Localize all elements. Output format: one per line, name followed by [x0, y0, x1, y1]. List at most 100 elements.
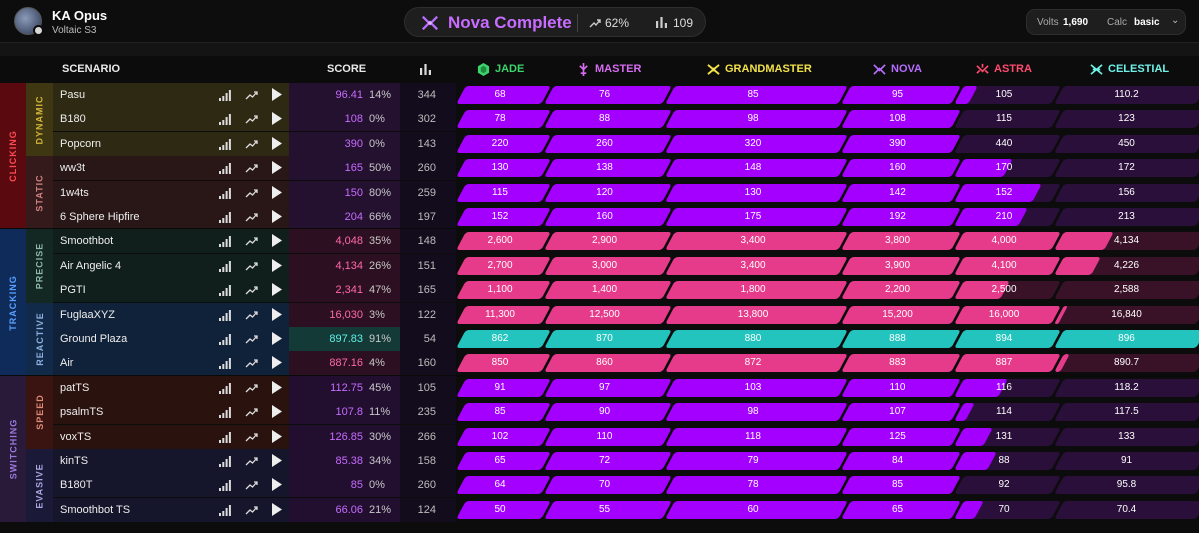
scenario-name[interactable]: PGTI	[60, 284, 86, 297]
table-row[interactable]: Pasu 96.41 14% 344 68 76 85 95 105 110.2	[0, 83, 1199, 107]
play-icon[interactable]	[271, 112, 283, 126]
trend-icon[interactable]	[245, 260, 258, 272]
trend-icon[interactable]	[245, 479, 258, 491]
scenario-cell[interactable]: Air	[53, 351, 289, 376]
scenario-cell[interactable]: FuglaaXYZ	[53, 302, 289, 327]
play-icon[interactable]	[271, 258, 283, 272]
table-row[interactable]: PGTI 2,341 47% 165 1,100 1,400 1,800 2,200 2,500…	[0, 278, 1199, 303]
score-column-header[interactable]: SCORE	[327, 63, 367, 75]
scenario-name[interactable]: B180	[60, 113, 86, 126]
scenario-name[interactable]: kinTS	[60, 455, 89, 467]
table-row[interactable]: kinTS 85.38 34% 158 65 72 79 84 88 91	[0, 449, 1199, 473]
play-icon[interactable]	[271, 88, 283, 101]
rank-header-nova[interactable]: NOVA	[873, 56, 922, 83]
scenario-name[interactable]: psalmTS	[60, 406, 104, 419]
play-icon[interactable]	[271, 283, 283, 297]
scenario-cell[interactable]: 6 Sphere Hipfire	[53, 205, 289, 229]
scenario-cell[interactable]: Pasu	[53, 83, 289, 107]
table-row[interactable]: Air Angelic 4 4,134 26% 151 2,700 3,000 3,400 3…	[0, 253, 1199, 278]
rank-header-grandmaster[interactable]: GRANDMASTER	[707, 56, 812, 83]
signal-strength-icon[interactable]	[219, 357, 231, 370]
scenario-cell[interactable]: Smoothbot	[53, 229, 289, 254]
table-row[interactable]: Smoothbot 4,048 35% 148 2,600 2,900 3,400 3,800…	[0, 229, 1199, 254]
scenario-cell[interactable]: B180	[53, 107, 289, 132]
trend-icon[interactable]	[245, 357, 258, 369]
scenario-cell[interactable]: psalmTS	[53, 400, 289, 425]
trend-icon[interactable]	[245, 309, 258, 321]
table-row[interactable]: Ground Plaza 897.83 91% 54 862 870 880 888 894 89…	[0, 327, 1199, 351]
play-icon[interactable]	[271, 161, 283, 175]
trend-icon[interactable]	[245, 235, 258, 247]
signal-strength-icon[interactable]	[219, 260, 231, 272]
scenario-name[interactable]: FuglaaXYZ	[60, 308, 116, 321]
trend-icon[interactable]	[245, 504, 258, 516]
signal-strength-icon[interactable]	[219, 455, 231, 467]
signal-strength-icon[interactable]	[219, 431, 231, 443]
calc-selector[interactable]: Volts 1,690 Calc basic ⌄	[1026, 9, 1186, 35]
trend-icon[interactable]	[245, 89, 258, 101]
scenario-name[interactable]: B180T	[60, 479, 93, 492]
table-row[interactable]: patTS 112.75 45% 105 91 97 103 110 116 118.2	[0, 375, 1199, 400]
signal-strength-icon[interactable]	[219, 284, 231, 297]
scenario-name[interactable]: Ground Plaza	[60, 333, 128, 345]
signal-strength-icon[interactable]	[219, 187, 231, 199]
scenario-cell[interactable]: PGTI	[53, 278, 289, 303]
trend-icon[interactable]	[245, 431, 258, 443]
scenario-cell[interactable]: 1w4ts	[53, 180, 289, 205]
trend-icon[interactable]	[245, 113, 258, 125]
rank-header-astra[interactable]: ASTRA	[976, 56, 1032, 83]
trend-icon[interactable]	[245, 187, 258, 199]
signal-strength-icon[interactable]	[219, 504, 231, 516]
table-row[interactable]: 6 Sphere Hipfire 204 66% 197 152 160 175 192 210…	[0, 205, 1199, 229]
calc-value[interactable]: basic	[1134, 17, 1160, 28]
trend-icon[interactable]	[245, 382, 258, 394]
scenario-name[interactable]: Air Angelic 4	[60, 259, 122, 272]
table-row[interactable]: psalmTS 107.8 11% 235 85 90 98 107 114 117.5	[0, 400, 1199, 425]
scenario-name[interactable]: Smoothbot	[60, 235, 114, 248]
play-icon[interactable]	[271, 429, 283, 443]
play-icon[interactable]	[271, 234, 283, 248]
avatar[interactable]	[14, 7, 42, 35]
play-icon[interactable]	[271, 185, 283, 199]
play-icon[interactable]	[271, 454, 283, 467]
count-column-icon[interactable]	[420, 64, 431, 75]
play-icon[interactable]	[271, 307, 283, 321]
trend-icon[interactable]	[245, 406, 258, 418]
play-icon[interactable]	[271, 405, 283, 419]
table-row[interactable]: B180 108 0% 302 78 88 98 108 115 123	[0, 107, 1199, 132]
rank-header-jade[interactable]: JADE	[477, 56, 524, 83]
scenario-name[interactable]: Popcorn	[60, 137, 101, 150]
table-row[interactable]: Air 887.16 4% 160 850 860 872 883 887 890.7	[0, 351, 1199, 376]
scenario-name[interactable]: 1w4ts	[60, 186, 89, 199]
signal-strength-icon[interactable]	[219, 162, 231, 175]
signal-strength-icon[interactable]	[219, 138, 231, 150]
play-icon[interactable]	[271, 356, 283, 370]
scenario-cell[interactable]: kinTS	[53, 449, 289, 473]
table-row[interactable]: voxTS 126.85 30% 266 102 110 118 125 131 133	[0, 424, 1199, 449]
table-row[interactable]: Popcorn 390 0% 143 220 260 320 390 440 450	[0, 131, 1199, 156]
trend-icon[interactable]	[245, 455, 258, 467]
signal-strength-icon[interactable]	[219, 406, 231, 419]
trend-icon[interactable]	[245, 162, 258, 174]
scenario-cell[interactable]: Popcorn	[53, 131, 289, 156]
trend-icon[interactable]	[245, 211, 258, 223]
signal-strength-icon[interactable]	[219, 382, 231, 394]
signal-strength-icon[interactable]	[219, 89, 231, 101]
signal-strength-icon[interactable]	[219, 113, 231, 126]
rank-header-master[interactable]: MASTER	[577, 56, 641, 83]
trend-icon[interactable]	[245, 284, 258, 296]
signal-strength-icon[interactable]	[219, 333, 231, 345]
table-row[interactable]: ww3t 165 50% 260 130 138 148 160 170 172	[0, 156, 1199, 181]
scenario-name[interactable]: Air	[60, 357, 74, 370]
scenario-cell[interactable]: Air Angelic 4	[53, 253, 289, 278]
table-row[interactable]: B180T 85 0% 260 64 70 78 85 92 95.8	[0, 473, 1199, 498]
table-row[interactable]: Smoothbot TS 66.06 21% 124 50 55 60 65 70 70.4	[0, 497, 1199, 522]
scenario-name[interactable]: Smoothbot TS	[60, 503, 131, 516]
table-row[interactable]: FuglaaXYZ 16,030 3% 122 11,300 12,500 13,800 15…	[0, 302, 1199, 327]
scenario-cell[interactable]: B180T	[53, 473, 289, 498]
signal-strength-icon[interactable]	[219, 235, 231, 248]
scenario-cell[interactable]: ww3t	[53, 156, 289, 181]
scenario-name[interactable]: patTS	[60, 381, 90, 394]
trend-icon[interactable]	[245, 333, 258, 345]
scenario-column-header[interactable]: SCENARIO	[62, 63, 121, 75]
